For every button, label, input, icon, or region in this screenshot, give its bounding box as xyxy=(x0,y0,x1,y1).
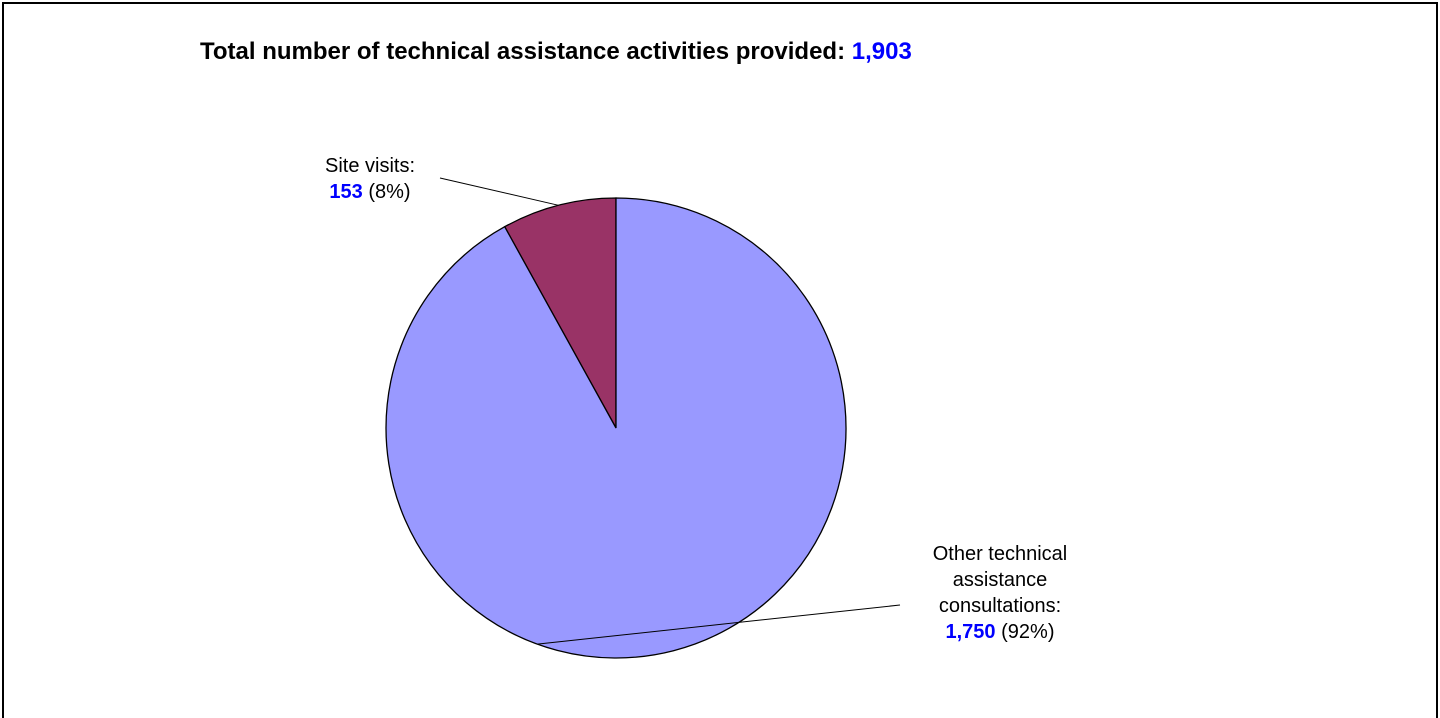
chart-title: Total number of technical assistance act… xyxy=(200,38,912,66)
pie-slice-other-consultations xyxy=(385,197,847,659)
site-visits-label: Site visits: xyxy=(324,155,416,177)
site-visits-percent: (8%) xyxy=(368,181,411,203)
leader-line-site-visits xyxy=(439,177,559,206)
slice-label-site-visits: Site visits: 153 (8%) xyxy=(300,153,440,205)
chart-title-total: 1,903 xyxy=(851,38,912,65)
site-visits-value: 153 xyxy=(329,181,363,203)
other-label-line-1: Other technical xyxy=(932,543,1068,565)
slice-label-other-consultations: Other technical assistance consultations… xyxy=(895,541,1105,645)
other-value: 1,750 xyxy=(945,621,996,643)
leader-line-other-consultations xyxy=(537,604,901,645)
other-label-line-3: consultations: xyxy=(938,595,1062,617)
other-label-line-2: assistance xyxy=(952,569,1048,591)
other-percent: (92%) xyxy=(1001,621,1055,643)
chart-title-text: Total number of technical assistance act… xyxy=(200,38,846,65)
pie-slice-site-visits xyxy=(503,197,617,429)
